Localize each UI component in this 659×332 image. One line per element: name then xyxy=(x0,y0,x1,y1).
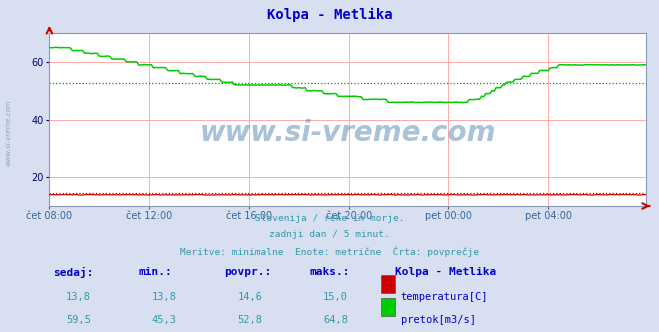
Text: temperatura[C]: temperatura[C] xyxy=(401,292,488,302)
Text: 15,0: 15,0 xyxy=(323,292,348,302)
Text: Kolpa - Metlika: Kolpa - Metlika xyxy=(267,8,392,23)
Text: povpr.:: povpr.: xyxy=(224,267,272,277)
Text: 13,8: 13,8 xyxy=(152,292,177,302)
Text: 52,8: 52,8 xyxy=(237,315,262,325)
Text: zadnji dan / 5 minut.: zadnji dan / 5 minut. xyxy=(269,230,390,239)
Text: maks.:: maks.: xyxy=(310,267,350,277)
Text: Kolpa - Metlika: Kolpa - Metlika xyxy=(395,267,497,277)
Text: 59,5: 59,5 xyxy=(66,315,91,325)
Text: 64,8: 64,8 xyxy=(323,315,348,325)
Text: 14,6: 14,6 xyxy=(237,292,262,302)
Text: min.:: min.: xyxy=(138,267,172,277)
Text: pretok[m3/s]: pretok[m3/s] xyxy=(401,315,476,325)
Text: www.si-vreme.com: www.si-vreme.com xyxy=(5,99,11,166)
Text: www.si-vreme.com: www.si-vreme.com xyxy=(200,119,496,147)
Text: sedaj:: sedaj: xyxy=(53,267,93,278)
Text: 45,3: 45,3 xyxy=(152,315,177,325)
Text: Slovenija / reke in morje.: Slovenija / reke in morje. xyxy=(255,214,404,223)
Text: 13,8: 13,8 xyxy=(66,292,91,302)
Text: Meritve: minimalne  Enote: metrične  Črta: povprečje: Meritve: minimalne Enote: metrične Črta:… xyxy=(180,246,479,257)
